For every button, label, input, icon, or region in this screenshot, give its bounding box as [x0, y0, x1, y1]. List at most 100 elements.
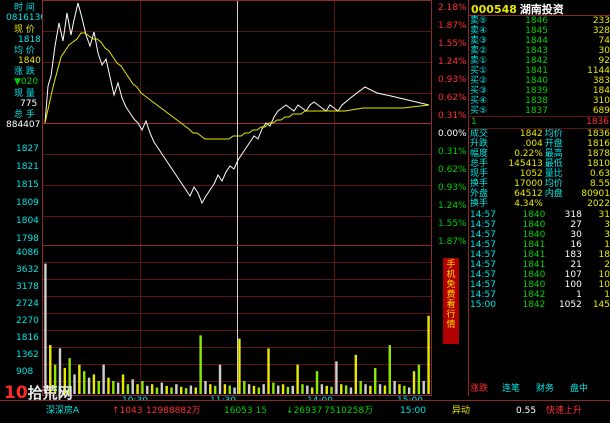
tick-time: 14:57 [470, 260, 496, 270]
stat-value2: 1816 [587, 139, 610, 149]
ob-label: 卖③ [470, 36, 488, 46]
stat-value: 64512 [514, 189, 543, 199]
quote-bottom-tabs[interactable]: 涨跌 连笔 财务 盘中 [470, 385, 610, 396]
vol-tick-6: 1362 [16, 350, 39, 360]
quote-tab-2[interactable]: 财务 [536, 384, 555, 394]
stats-row: 外盘 64512 内盘 80901 [469, 189, 610, 199]
order-book-row: 买④ 1838 310 [469, 96, 610, 106]
stat-label2: 内盘 [544, 189, 563, 199]
pct-tick-8: 0.31% [438, 147, 467, 157]
tick-volume: 107 [564, 270, 582, 280]
stat-value: 17000 [514, 179, 543, 189]
ob-volume: 233 [592, 16, 610, 26]
volume-chart[interactable] [42, 246, 432, 396]
tick-volume: 27 [570, 220, 582, 230]
tick-price: 1840 [522, 210, 546, 220]
ob-volume: 184 [592, 86, 610, 96]
left-value-time: 08161304 [6, 13, 52, 23]
tick-table[interactable]: 14:57 1840 318 31 14:57 1840 27 3 14:57 1840 30 3 14… [469, 210, 610, 310]
stat-value: 1052 [519, 169, 543, 179]
watermark-number: 10 [4, 383, 28, 403]
ob-volume: 310 [592, 96, 610, 106]
tick-time: 14:57 [470, 210, 496, 220]
tick-count: 1 [604, 290, 610, 300]
stat-value: 0.22% [514, 149, 543, 159]
stat-value2: 2022 [587, 199, 610, 209]
stat-key: 总手 [470, 159, 489, 169]
status-field-3: ↓26937 [286, 406, 323, 416]
tick-count: 2 [604, 260, 610, 270]
status-field-1: 12988882万 [146, 406, 201, 416]
stats-row: 总手 145413 最低 1810 [469, 159, 610, 169]
quote-header: 000548 湖南投资 [469, 0, 610, 16]
ob-price: 1844 [525, 36, 548, 46]
watermark-text: 拾荒网 [27, 384, 73, 402]
ob-volume: 30 [598, 46, 610, 56]
ob-volume: 1144 [587, 66, 610, 76]
stat-key: 外盘 [470, 189, 489, 199]
status-left-name[interactable]: 深深房A [46, 406, 80, 416]
stat-label2: 最低 [544, 159, 563, 169]
tick-price: 1841 [522, 260, 546, 270]
stats-row: 幅度 0.22% 最高 1878 [469, 149, 610, 159]
tick-row[interactable]: 14:57 1842 1 1 [469, 290, 610, 300]
stat-value2: 8.55 [589, 179, 610, 189]
stat-key: 幅度 [470, 149, 489, 159]
left-value-curvol: 775 [20, 99, 38, 109]
ob-price: 1846 [525, 16, 548, 26]
mobile-quote-ad-strip[interactable]: 手机免费看行情 [443, 258, 459, 344]
status-field-0: ↑1043 [112, 406, 143, 416]
pct-tick-10: 0.93% [438, 183, 467, 193]
tick-price: 1841 [522, 240, 546, 250]
tick-price: 1841 [522, 250, 546, 260]
stats-row: 成交 1842 均价 1836 [469, 129, 610, 139]
ob-label: 买③ [470, 86, 488, 96]
stat-label2: 最高 [544, 149, 563, 159]
stock-name: 湖南投资 [519, 3, 564, 16]
pct-tick-3: 1.24% [438, 57, 467, 67]
stock-code: 000548 [471, 3, 517, 16]
pct-tick-6: 0.31% [438, 111, 467, 121]
tick-price: 1840 [522, 230, 546, 240]
order-book-row: 卖③ 1844 74 [469, 36, 610, 46]
ob-price: 1838 [525, 96, 548, 106]
stat-value2: 80901 [581, 189, 610, 199]
quote-tab-1[interactable]: 连笔 [502, 384, 521, 394]
order-book-row: 卖④ 1845 328 [469, 26, 610, 36]
tick-count: 31 [598, 210, 610, 220]
pct-tick-13: 1.87% [438, 237, 467, 247]
price-tick-5: 1798 [16, 234, 39, 244]
stat-value: 145413 [508, 159, 543, 169]
vol-tick-5: 1816 [16, 333, 39, 343]
ob-label: 买④ [470, 96, 488, 106]
pct-tick-0: 2.18% [438, 3, 467, 13]
tick-row[interactable]: 14:57 1840 30 3 [469, 230, 610, 240]
tick-row[interactable]: 14:57 1840 107 10 [469, 270, 610, 280]
stats-row: 换手 17000 均价 8.55 [469, 179, 610, 189]
tick-row[interactable]: 14:57 1841 183 18 [469, 250, 610, 260]
ob-label: 买⑤ [470, 106, 488, 116]
tick-count: 3 [604, 230, 610, 240]
ob-price: 1845 [525, 26, 548, 36]
tick-volume: 318 [564, 210, 582, 220]
ob-price: 1841 [525, 66, 548, 76]
stats-table: 成交 1842 均价 1836 升跌 .004 开盘 1816 幅度 0.22% 最高 1878 总手 1… [469, 129, 610, 209]
tick-row[interactable]: 14:57 1840 318 31 [469, 210, 610, 220]
vol-tick-3: 2724 [16, 299, 39, 309]
ob-label: 卖⑤ [470, 16, 488, 26]
order-book-row: 卖② 1843 30 [469, 46, 610, 56]
stat-key: 现手 [470, 169, 489, 179]
left-label-change: 涨 跌 [14, 67, 35, 77]
left-value-change: ▼020 [14, 77, 39, 87]
tick-row[interactable]: 14:57 1840 27 3 [469, 220, 610, 230]
tick-row[interactable]: 14:57 1841 21 2 [469, 260, 610, 270]
quote-tab-3[interactable]: 盘中 [570, 384, 589, 394]
intraday-price-chart[interactable] [42, 0, 432, 246]
tick-row[interactable]: 15:00 1842 1052 145 [469, 300, 610, 310]
quote-tab-0[interactable]: 涨跌 [470, 384, 489, 394]
tick-row[interactable]: 14:57 1841 16 1 [469, 240, 610, 250]
tick-time: 14:57 [470, 280, 496, 290]
ob-label: 卖① [470, 56, 488, 66]
ob-label: 买① [470, 66, 488, 76]
tick-row[interactable]: 14:57 1840 100 10 [469, 280, 610, 290]
